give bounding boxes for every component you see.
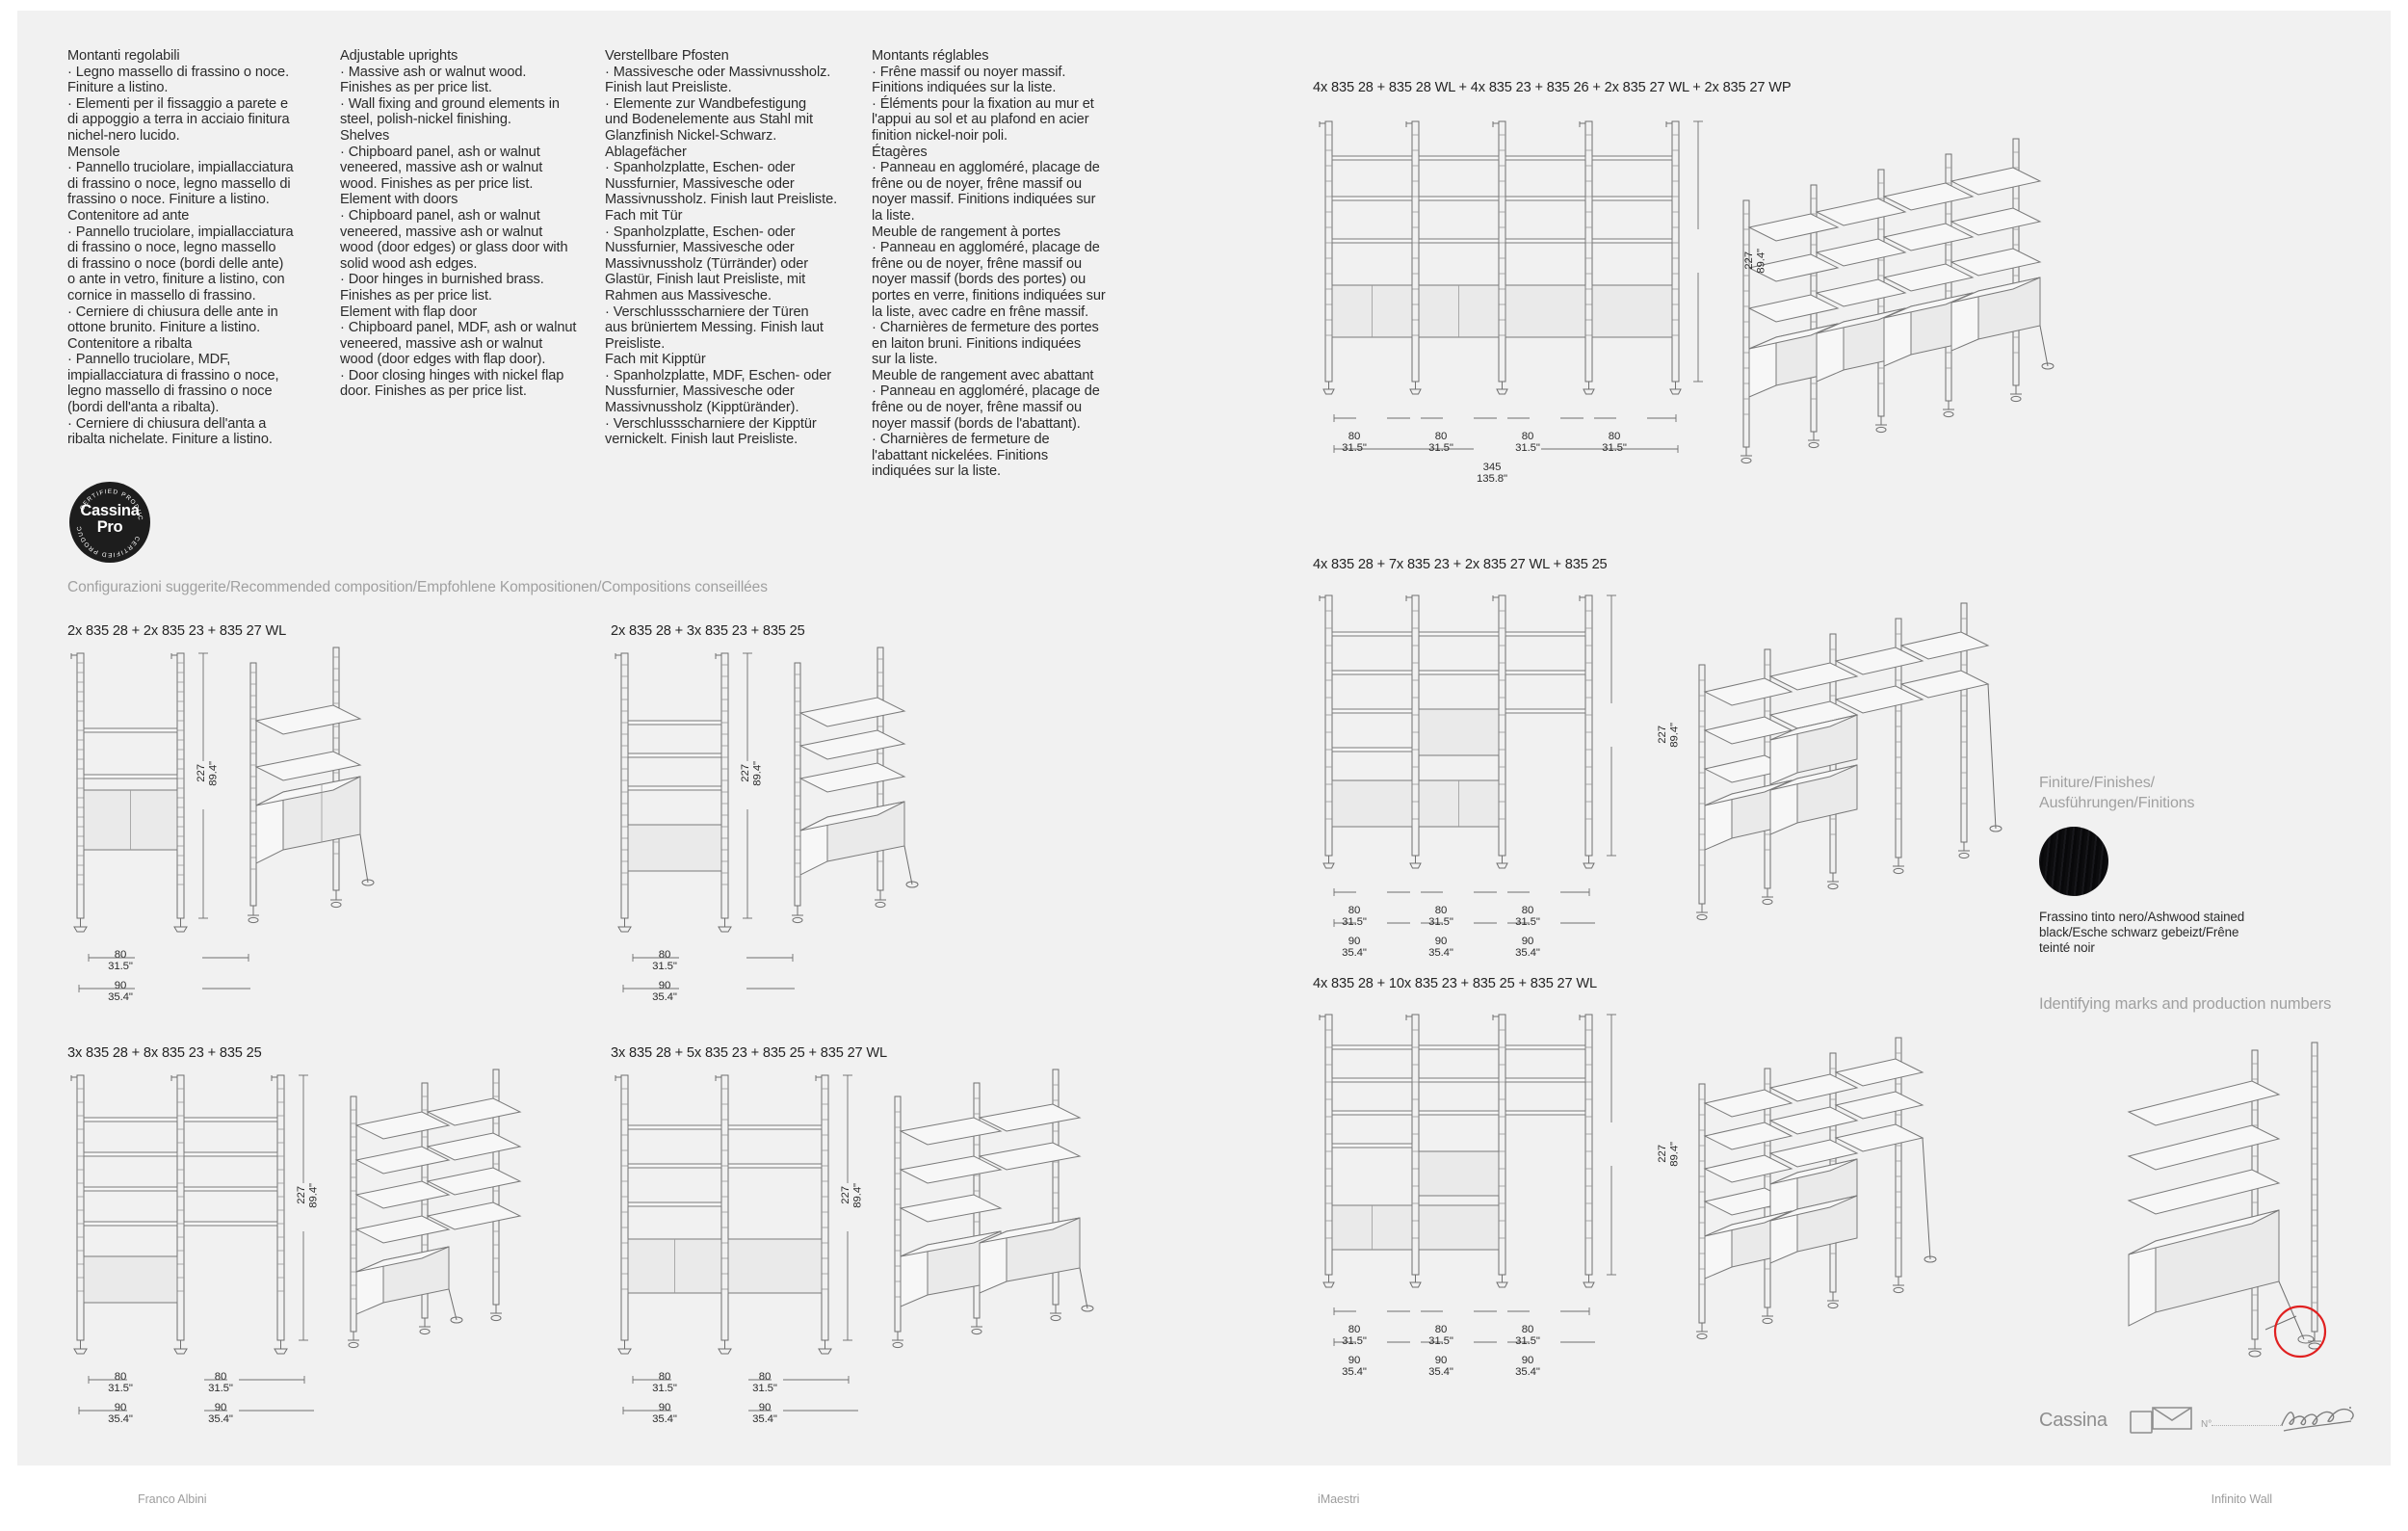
dimension-depth-1: 90 35.4"	[108, 980, 133, 1003]
spec-column-german: Verstellbare Pfosten · Massivesche oder …	[605, 48, 838, 448]
dimension-depth-7b: 90 35.4"	[1428, 1355, 1453, 1378]
dimension-depth-6c: 90 35.4"	[1515, 936, 1540, 959]
dimension-width-3b: 80 31.5"	[208, 1371, 233, 1394]
footer-product-name: Infinito Wall	[2211, 1492, 2272, 1506]
dimension-depth-4a: 90 35.4"	[652, 1402, 677, 1425]
drawing-composition-4	[602, 1068, 1141, 1366]
badge-line-2: Pro	[96, 518, 123, 536]
identifying-marks-heading: Identifying marks and production numbers	[2039, 995, 2332, 1013]
dimension-depth-3a: 90 35.4"	[108, 1402, 133, 1425]
highlight-circle	[2273, 1305, 2327, 1359]
production-number-field[interactable]: N°	[2201, 1419, 2284, 1430]
dimension-total-345: 345 135.8"	[1477, 462, 1507, 485]
dimension-depth-6a: 90 35.4"	[1342, 936, 1367, 959]
dimension-width-5d: 80 31.5"	[1602, 431, 1627, 454]
configurations-heading: Configurazioni suggerite/Recommended com…	[67, 579, 768, 595]
dimension-width-6c: 80 31.5"	[1515, 905, 1540, 928]
dimension-width-7b: 80 31.5"	[1428, 1324, 1453, 1347]
drawing-composition-6	[1310, 588, 2119, 963]
dimension-width-3a: 80 31.5"	[108, 1371, 133, 1394]
dimension-width-6b: 80 31.5"	[1428, 905, 1453, 928]
designer-signature-icon	[2281, 1407, 2354, 1432]
drawing-composition-5	[1310, 114, 2119, 557]
production-number-label: N°	[2201, 1419, 2212, 1430]
drawing-composition-7	[1310, 1007, 2119, 1383]
dimension-height-7: 227 89.4"	[1657, 1142, 1681, 1167]
composition-code-3: 3x 835 28 + 8x 835 23 + 835 25	[67, 1045, 262, 1061]
dimension-width-7c: 80 31.5"	[1515, 1324, 1540, 1347]
spec-column-english: Adjustable uprights · Massive ash or wal…	[340, 48, 577, 400]
dimension-depth-3b: 90 35.4"	[208, 1402, 233, 1425]
footer-designer: Franco Albini	[138, 1492, 207, 1506]
spec-column-french: Montants réglables · Frêne massif ou noy…	[872, 48, 1106, 480]
dimension-depth-4b: 90 35.4"	[752, 1402, 777, 1425]
dimension-depth-7a: 90 35.4"	[1342, 1355, 1367, 1378]
cassina-wordmark: Cassina	[2039, 1410, 2107, 1431]
drawing-composition-1	[58, 646, 443, 944]
composition-code-7: 4x 835 28 + 10x 835 23 + 835 25 + 835 27…	[1313, 976, 1597, 991]
composition-code-4: 3x 835 28 + 5x 835 23 + 835 25 + 835 27 …	[611, 1045, 888, 1061]
dimension-width-4a: 80 31.5"	[652, 1371, 677, 1394]
dimension-height-6: 227 89.4"	[1657, 723, 1681, 748]
dimension-lines-3	[58, 1366, 337, 1424]
dimension-height-1: 227 89.4"	[196, 761, 220, 786]
composition-code-6: 4x 835 28 + 7x 835 23 + 2x 835 27 WL + 8…	[1313, 557, 1608, 572]
dimension-depth-7c: 90 35.4"	[1515, 1355, 1540, 1378]
footer-collection: iMaestri	[1318, 1492, 1360, 1506]
dimension-height-4: 227 89.4"	[840, 1183, 864, 1208]
dimension-width-2: 80 31.5"	[652, 949, 677, 972]
dimension-height-5: 227 89.4"	[1743, 249, 1767, 274]
composition-code-2: 2x 835 28 + 3x 835 23 + 835 25	[611, 623, 805, 639]
production-number-blank	[2212, 1425, 2284, 1426]
finish-caption: Frassino tinto nero/Ashwood stained blac…	[2039, 910, 2245, 955]
finish-swatch-ashwood-black	[2039, 827, 2108, 896]
dimension-lines-2	[602, 944, 795, 1002]
composition-code-5: 4x 835 28 + 835 28 WL + 4x 835 23 + 835 …	[1313, 80, 1792, 95]
dimension-width-5c: 80 31.5"	[1515, 431, 1540, 454]
dimension-depth-2: 90 35.4"	[652, 980, 677, 1003]
drawing-identifying-mark-detail	[2090, 1041, 2369, 1397]
badge-line-1: Cassina	[80, 502, 140, 519]
dimension-width-7a: 80 31.5"	[1342, 1324, 1367, 1347]
dimension-width-6a: 80 31.5"	[1342, 905, 1367, 928]
spec-column-italian: Montanti regolabili · Legno massello di …	[67, 48, 294, 448]
dimension-depth-6b: 90 35.4"	[1428, 936, 1453, 959]
dimension-width-5b: 80 31.5"	[1428, 431, 1453, 454]
drawing-composition-3	[58, 1068, 559, 1366]
finishes-heading: Finiture/Finishes/ Ausführungen/Finition…	[2039, 775, 2195, 811]
dimension-width-5a: 80 31.5"	[1342, 431, 1367, 454]
composition-code-1: 2x 835 28 + 2x 835 23 + 835 27 WL	[67, 623, 287, 639]
dimension-width-1: 80 31.5"	[108, 949, 133, 972]
dimension-height-2: 227 89.4"	[740, 761, 764, 786]
dimension-width-4b: 80 31.5"	[752, 1371, 777, 1394]
dimension-height-3: 227 89.4"	[296, 1183, 320, 1208]
badge-arc-text: CERTIFIED PRODUCT CERTIFIED PRODUCT	[69, 482, 143, 558]
dimension-lines-1	[58, 944, 250, 1002]
drawing-composition-2	[602, 646, 987, 944]
cassina-logo-mark-icon	[2130, 1407, 2192, 1434]
brand-row: Cassina N°	[2039, 1402, 2357, 1440]
dimension-lines-4	[602, 1366, 881, 1424]
badge-label: Cassina Pro	[69, 503, 150, 536]
cassina-pro-certified-badge: CERTIFIED PRODUCT CERTIFIED PRODUCT Cass…	[69, 482, 150, 563]
